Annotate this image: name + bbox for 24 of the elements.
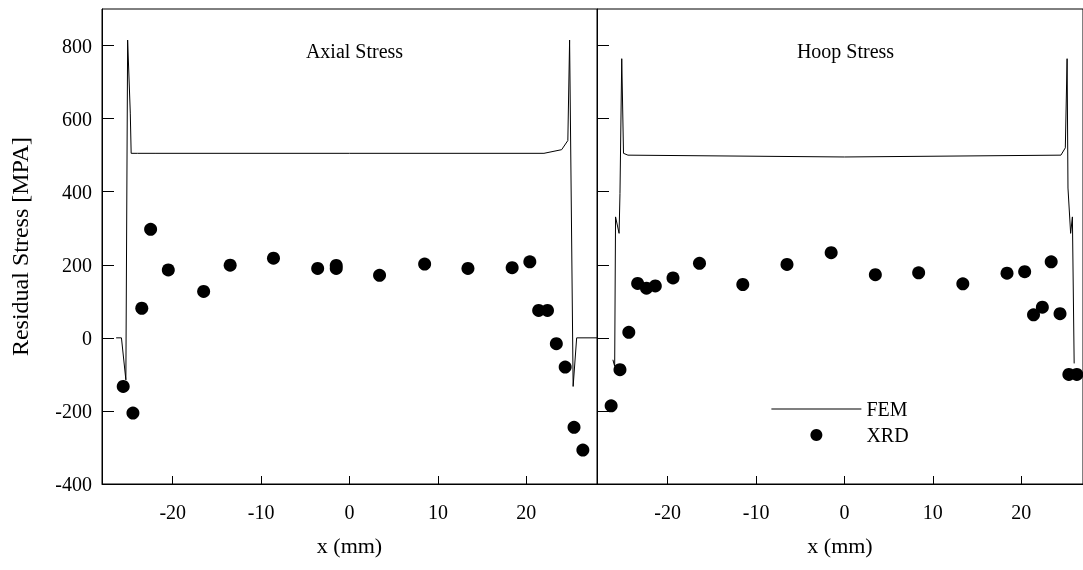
x-axis-title: x (mm) [316, 532, 383, 558]
x-tick-label: 20 [1011, 501, 1032, 523]
x-tick-label: -10 [742, 501, 770, 523]
y-tick-label: 600 [62, 107, 92, 130]
x-tick-label: 10 [922, 501, 943, 523]
legend-label: FEM [866, 398, 908, 420]
text: Axial Stress [305, 40, 404, 62]
x-tick-label: -20 [159, 501, 187, 523]
x-tick-label: 20 [516, 501, 537, 523]
y-tick-label: 400 [62, 180, 92, 203]
y-tick-label: 800 [62, 34, 92, 57]
x-tick-label: -20 [654, 501, 682, 523]
y-tick-label: 0 [82, 326, 92, 349]
y-tick-label: 200 [62, 253, 92, 276]
y-tick-label: -200 [55, 399, 92, 422]
legend-label: XRD [866, 424, 909, 446]
x-tick-label: 10 [427, 501, 448, 523]
x-axis-title: x (mm) [807, 532, 873, 558]
y-axis-title: Residual Stress [MPA] [7, 136, 33, 357]
text: Hoop Stress [796, 40, 895, 63]
y-tick-label: -400 [55, 473, 92, 495]
x-tick-label: 0 [839, 501, 850, 523]
x-tick-label: -10 [247, 501, 275, 523]
x-tick-label: 0 [344, 501, 355, 523]
